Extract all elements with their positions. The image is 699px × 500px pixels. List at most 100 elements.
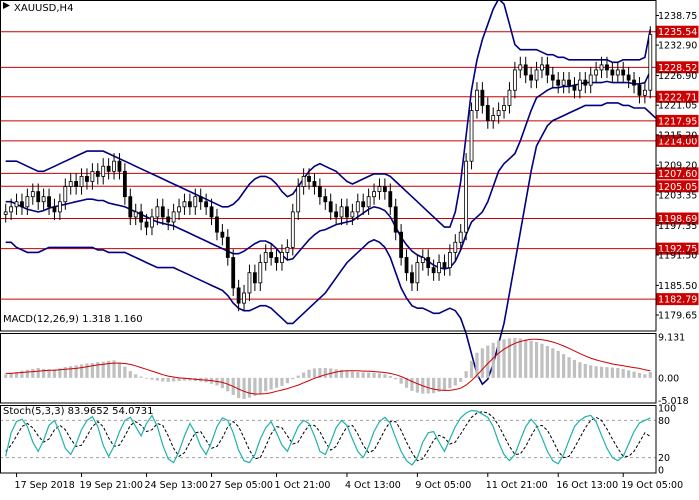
candle-body [334, 211, 339, 218]
macd-bar [150, 377, 154, 380]
macd-bar [567, 357, 571, 378]
candle-body [426, 257, 431, 269]
candle-body [496, 110, 501, 116]
level-label: 1198.69 [658, 214, 697, 225]
time-tick-label: 4 Oct 13:00 [345, 480, 401, 491]
candle-body [41, 196, 46, 203]
macd-tick-label: 0.00 [658, 373, 679, 384]
macd-tick-label: -5.018 [658, 396, 689, 407]
candle-body [447, 252, 452, 269]
candle-body [561, 79, 566, 86]
candle-body [14, 201, 19, 208]
level-label: 1192.75 [658, 244, 697, 255]
macd-bar [605, 367, 609, 378]
macd-bar [426, 377, 430, 394]
candle-body [280, 252, 284, 263]
candle-body [345, 206, 349, 218]
macd-bar [182, 377, 187, 381]
candle-body [57, 201, 62, 213]
candle-body [458, 231, 463, 243]
level-label-box [656, 61, 699, 74]
macd-bar [507, 338, 512, 378]
macd-bar [394, 377, 398, 380]
macd-bar [161, 377, 165, 382]
candle-body [85, 175, 89, 182]
stochastic-tick-label: 0 [658, 466, 664, 477]
macd-bar [599, 366, 604, 378]
price-pane[interactable]: 1235.54 1228.52 1222.71 1217.95 1214.00 1207.… [0, 0, 699, 386]
macd-bar [20, 370, 24, 378]
candle-body [577, 79, 582, 91]
candle-body [518, 64, 523, 71]
macd-bar [556, 350, 560, 378]
macd-bar [377, 373, 382, 378]
macd-bar [583, 363, 587, 378]
level-label-box [656, 114, 699, 127]
level-label: 1205.05 [658, 182, 697, 193]
candle-body [605, 64, 609, 71]
macd-bar [497, 340, 501, 378]
macd-bar [545, 346, 549, 378]
candle-body [491, 115, 496, 122]
time-tick-label: 27 Sep 05:00 [210, 480, 273, 491]
macd-bar [302, 372, 306, 378]
macd-bar [14, 372, 19, 378]
time-tick-label: 9 Oct 05:00 [415, 480, 471, 491]
macd-bar [128, 371, 132, 378]
candle-body [594, 69, 599, 76]
macd-bar [58, 368, 62, 378]
macd-tick-label: 9.131 [658, 332, 685, 343]
candle-body [610, 69, 615, 76]
candle-body [485, 105, 490, 122]
macd-bar [356, 372, 360, 378]
candle-body [437, 262, 441, 274]
macd-bar [388, 376, 392, 378]
price-axis-ticks: 1238.75 1232.90 1226.90 1221.05 1215.20 1209.… [656, 11, 697, 322]
bollinger-bands [5, 0, 657, 386]
time-tick-label: 17 Sep 2018 [15, 480, 75, 491]
candle-body [312, 181, 317, 187]
macd-bar [502, 339, 506, 378]
level-label: 1235.54 [658, 27, 697, 38]
macd-signal-path [5, 338, 651, 395]
macd-bar [562, 354, 566, 378]
level-label: 1207.60 [658, 169, 697, 180]
bollinger-lower [5, 102, 657, 386]
time-tick-label: 16 Oct 13:00 [556, 480, 618, 491]
stochastic-main-path [5, 409, 651, 466]
candle-body [269, 252, 274, 258]
macd-bar [101, 361, 105, 378]
candle-body [52, 206, 57, 213]
time-tick-label: 24 Sep 13:00 [145, 480, 208, 491]
candle-body [171, 211, 176, 223]
candle-body [220, 231, 225, 238]
candle-body [68, 181, 73, 187]
level-label-box [656, 293, 699, 306]
candle-body [307, 175, 311, 182]
level-label: 1182.79 [658, 295, 697, 306]
time-tick-label: 19 Oct 05:00 [621, 480, 683, 491]
macd-bar [616, 368, 620, 378]
candle-body [540, 64, 544, 71]
macd-bar [345, 370, 349, 378]
candle-body [366, 196, 371, 208]
candle-body [144, 221, 149, 228]
candle-body [632, 79, 636, 86]
candle-body [626, 74, 631, 81]
candle-body [155, 206, 160, 218]
candle-body [3, 211, 8, 215]
candle-body [550, 74, 555, 81]
candle-body [464, 160, 469, 233]
candle-body [534, 69, 539, 81]
macd-bar [399, 377, 403, 384]
macd-bar [518, 338, 522, 378]
macd-pane[interactable]: 9.131 0.00 -5.018 MACD(12,26,9) 1.318 1.16… [3, 314, 689, 407]
macd-histogram [4, 337, 652, 399]
price-tick-label: 1238.75 [658, 11, 697, 22]
macd-bar [621, 368, 625, 378]
macd-bar [372, 372, 376, 378]
candle-body [9, 206, 14, 213]
